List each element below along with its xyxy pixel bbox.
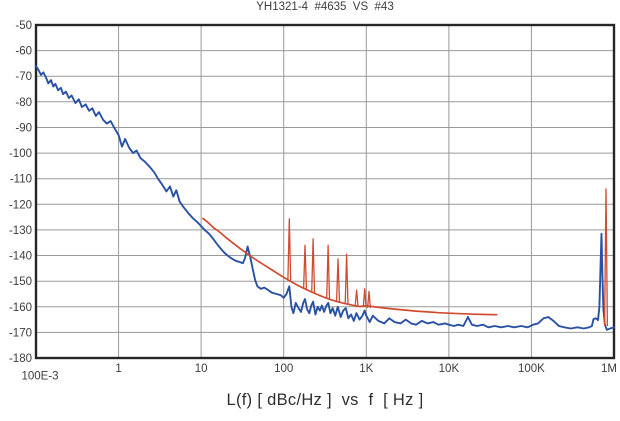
spur-spike-reference-unit-43 — [311, 238, 316, 293]
y-tick-label: -90 — [15, 123, 32, 135]
spur-spike-reference-unit-43 — [302, 244, 308, 289]
y-tick-label: -120 — [9, 199, 32, 211]
y-tick-label: -140 — [9, 251, 32, 263]
x-tick-label: 10K — [439, 363, 460, 375]
series-reference-unit-43 — [202, 217, 498, 316]
x-tick-label: 10 — [195, 363, 208, 375]
x-tick-label: 1K — [359, 363, 373, 375]
y-tick-label: -50 — [15, 20, 32, 32]
y-tick-label: -160 — [9, 302, 32, 314]
spur-spike-reference-unit-43 — [603, 188, 609, 327]
plot-frame — [34, 23, 616, 360]
spur-spike-reference-unit-43 — [287, 218, 292, 281]
chart-title: YH1321-4 #4635 VS #43 — [256, 1, 394, 13]
spur-spike-reference-unit-43 — [344, 253, 349, 305]
x-tick-label: 1M — [601, 363, 617, 375]
spur-spike-reference-unit-43 — [362, 288, 367, 308]
y-tick-label: -130 — [9, 225, 32, 237]
y-tick-label: -110 — [10, 174, 32, 186]
y-tick-label: -80 — [15, 97, 32, 109]
y-tick-label: -70 — [15, 71, 32, 83]
spur-spike-reference-unit-43 — [326, 244, 331, 299]
x-axis-title: L(f) [ dBc/Hz ] vs f [ Hz ] — [226, 391, 424, 409]
y-tick-label: -100 — [9, 148, 32, 160]
x-tick-label: 100 — [274, 363, 293, 375]
series-measured-unit-4635 — [35, 65, 615, 331]
spur-spike-reference-unit-43 — [354, 289, 359, 307]
spur-spike-reference-unit-43 — [335, 258, 341, 302]
x-tick-label: 1 — [115, 363, 121, 375]
y-tick-label: -60 — [15, 46, 32, 58]
spur-spike-reference-unit-43 — [366, 290, 372, 309]
y-tick-label: -170 — [9, 327, 32, 339]
y-tick-label: -180 — [9, 353, 32, 365]
x-tick-label: 100K — [518, 363, 545, 375]
y-tick-label: -150 — [9, 276, 32, 288]
x-tick-label: 100E-3 — [21, 371, 58, 383]
